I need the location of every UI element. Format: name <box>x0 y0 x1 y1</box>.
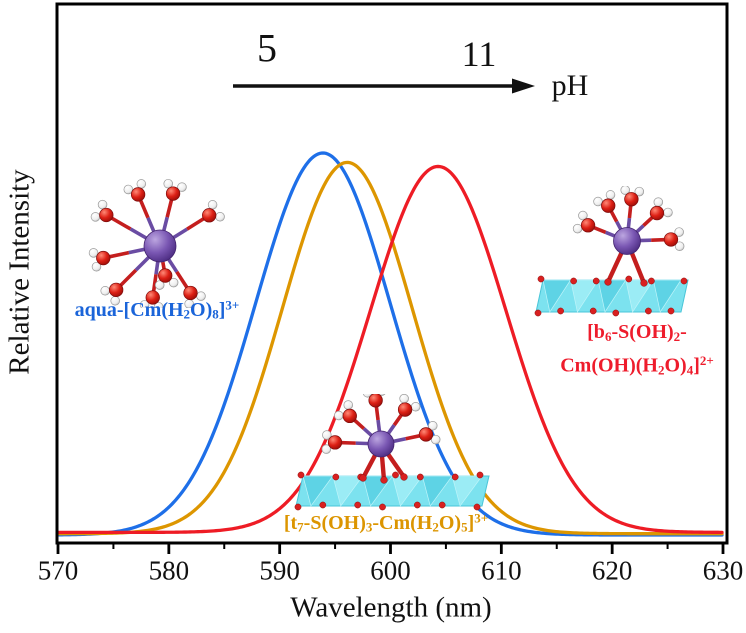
x-tick-label: 570 <box>37 555 79 586</box>
label-b6-species: [b6-S(OH)2- Cm(OH)(H2O)4]2+ <box>560 320 714 382</box>
label-aqua-species: aqua-[Cm(H2O)8]3+ <box>74 297 240 322</box>
label-b6-line1: [b6-S(OH)2- <box>587 320 687 344</box>
molecule-t7-surface-complex <box>294 394 490 511</box>
molecule-b6-surface-complex <box>534 186 689 317</box>
x-tick-label: 630 <box>702 555 744 586</box>
x-tick-label: 610 <box>481 555 522 586</box>
x-tick-label: 580 <box>148 555 190 586</box>
curve-3 <box>56 164 724 535</box>
x-axis-ticks <box>56 543 725 554</box>
ph-axis-label: pH <box>551 69 589 102</box>
x-axis-label: Wavelength (nm) <box>290 591 492 624</box>
ph-start-value: 5 <box>257 25 277 71</box>
x-tick-label: 590 <box>259 555 300 586</box>
emission-curves <box>56 151 724 537</box>
plot-frame <box>55 2 729 545</box>
x-tick-label: 620 <box>591 555 633 586</box>
molecule-aqua-cm-complex <box>88 178 225 308</box>
curve-2 <box>56 160 724 536</box>
x-tick-label: 600 <box>370 555 411 586</box>
label-t7-species: [t7-S(OH)3-Cm(H2O)5]3+ <box>283 510 489 535</box>
label-b6-line2: Cm(OH)(H2O)4]2+ <box>560 352 714 378</box>
ph-arrow <box>233 78 535 94</box>
y-axis-label: Relative Intensity <box>3 169 36 375</box>
ph-end-value: 11 <box>461 34 497 74</box>
